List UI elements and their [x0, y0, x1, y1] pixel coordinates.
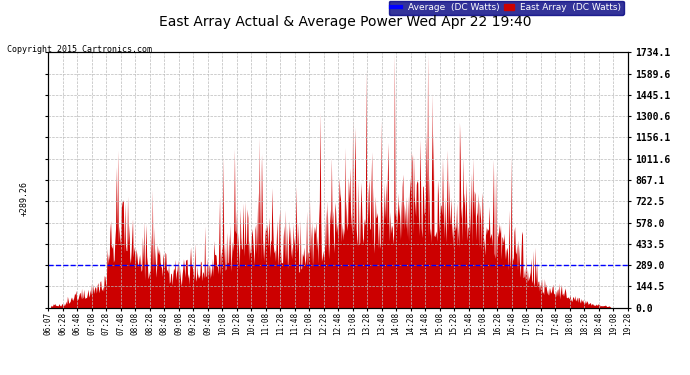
Text: +289.26: +289.26: [19, 181, 29, 216]
Text: Copyright 2015 Cartronics.com: Copyright 2015 Cartronics.com: [7, 45, 152, 54]
Text: East Array Actual & Average Power Wed Apr 22 19:40: East Array Actual & Average Power Wed Ap…: [159, 15, 531, 29]
Legend: Average  (DC Watts), East Array  (DC Watts): Average (DC Watts), East Array (DC Watts…: [388, 1, 624, 15]
